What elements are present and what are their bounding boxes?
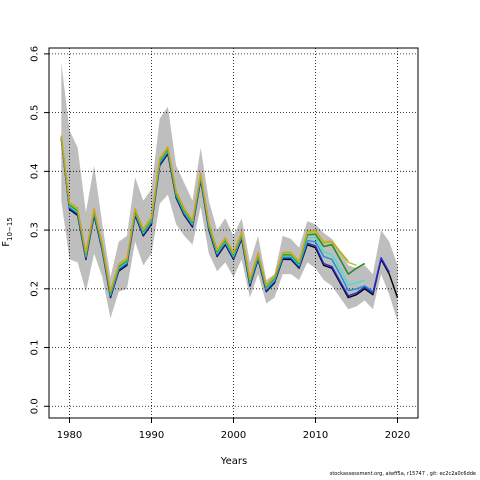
plot-frame <box>48 47 419 419</box>
y-axis-label: F10−15 <box>1 217 14 246</box>
x-tick-label: 2010 <box>303 430 328 441</box>
y-tick-label: 0.3 <box>30 222 41 238</box>
x-axis: 1980 1990 2000 2010 2020 <box>57 418 410 441</box>
x-axis-label: Years <box>220 456 247 467</box>
grid-layer <box>49 48 418 418</box>
footer-note: stockassessment.org, aiwff5a, r15747 , g… <box>329 471 476 477</box>
x-tick-label: 1990 <box>139 430 164 441</box>
x-tick-label: 2000 <box>221 430 246 441</box>
y-axis-label-main: F <box>1 241 12 247</box>
confidence-band-layer <box>61 62 398 322</box>
y-tick-label: 0.1 <box>30 340 41 356</box>
confidence-band <box>61 62 398 322</box>
y-tick-label: 0.2 <box>30 281 41 297</box>
y-tick-label: 0.4 <box>30 163 41 179</box>
y-tick-label: 0.5 <box>30 105 41 121</box>
series-line-7 <box>60 135 349 292</box>
x-tick-label: 1980 <box>57 430 82 441</box>
y-axis-label-subscript: 10−15 <box>6 217 14 241</box>
series-layer <box>60 135 399 299</box>
y-tick-label: 0.0 <box>30 398 41 414</box>
x-tick-label: 2020 <box>385 430 410 441</box>
y-axis: 0.0 0.1 0.2 0.3 0.4 0.5 0.6 <box>30 46 49 414</box>
y-tick-label: 0.6 <box>30 46 41 62</box>
